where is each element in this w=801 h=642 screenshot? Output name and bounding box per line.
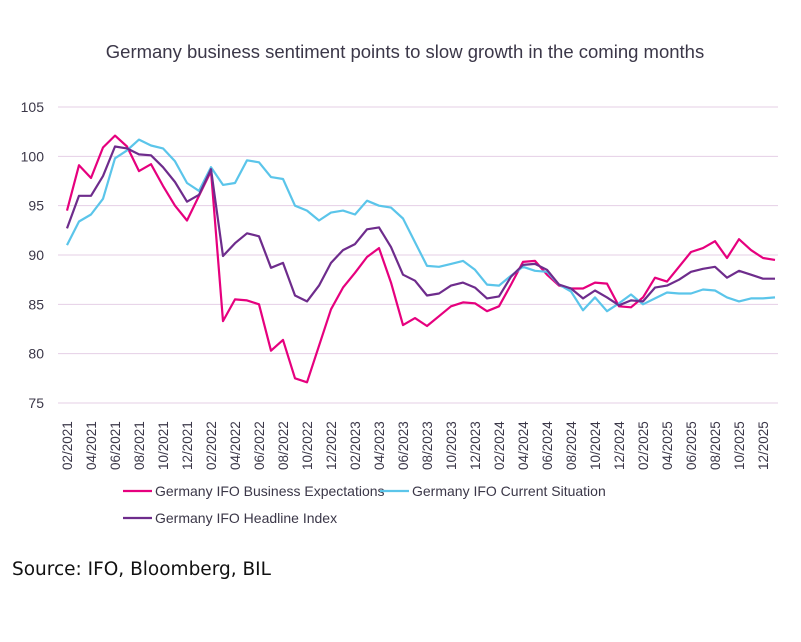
gridlines — [58, 106, 778, 404]
legend-label: Germany IFO Current Situation — [412, 483, 606, 499]
x-tick-label: 10/2024 — [588, 421, 603, 470]
x-tick-label: 06/2025 — [684, 421, 699, 470]
x-tick-label: 10/2023 — [444, 421, 459, 470]
x-tick-label: 12/2025 — [756, 421, 771, 470]
y-tick-label: 90 — [28, 247, 44, 263]
x-tick-label: 08/2021 — [132, 421, 147, 470]
series-line-1 — [65, 134, 776, 384]
x-tick-label: 02/2023 — [348, 421, 363, 470]
x-tick-label: 08/2023 — [420, 421, 435, 470]
legend-item: Germany IFO Headline Index — [123, 510, 337, 526]
x-tick-label: 02/2022 — [204, 421, 219, 470]
y-tick-label: 80 — [28, 346, 44, 362]
legend: Germany IFO Business Expectations Germany… — [123, 483, 606, 526]
x-tick-label: 04/2025 — [660, 421, 675, 470]
x-tick-label: 02/2024 — [492, 421, 507, 470]
legend-item: Germany IFO Current Situation — [380, 483, 606, 499]
legend-item: Germany IFO Business Expectations — [123, 483, 385, 499]
x-axis-ticks: 02/2021 04/2021 06/2021 08/2021 10/2021 12/20… — [60, 421, 771, 470]
x-tick-label: 12/2021 — [180, 421, 195, 470]
x-tick-label: 04/2024 — [516, 421, 531, 470]
y-tick-label: 100 — [21, 148, 45, 164]
x-tick-label: 12/2024 — [612, 421, 627, 470]
y-tick-label: 75 — [28, 395, 44, 411]
x-tick-label: 02/2025 — [636, 421, 651, 470]
source-note: Source: IFO, Bloomberg, BIL — [12, 559, 271, 580]
x-tick-label: 08/2024 — [564, 421, 579, 470]
y-axis-ticks: 75 80 85 90 95 100 105 — [21, 99, 45, 411]
x-tick-label: 12/2023 — [468, 421, 483, 470]
x-tick-label: 04/2022 — [228, 421, 243, 470]
legend-label: Germany IFO Business Expectations — [155, 483, 385, 499]
y-tick-label: 105 — [21, 99, 45, 115]
x-tick-label: 02/2021 — [60, 421, 75, 470]
x-tick-label: 04/2023 — [372, 421, 387, 470]
chart-title: Germany business sentiment points to slo… — [105, 41, 705, 62]
series-lines — [65, 134, 776, 384]
x-tick-label: 06/2022 — [252, 421, 267, 470]
series-line-2 — [66, 138, 776, 313]
x-tick-label: 10/2021 — [156, 421, 171, 470]
x-tick-label: 06/2021 — [108, 421, 123, 470]
x-tick-label: 06/2024 — [540, 421, 555, 470]
x-tick-label: 10/2022 — [300, 421, 315, 470]
x-tick-label: 08/2022 — [276, 421, 291, 470]
x-tick-label: 06/2023 — [396, 421, 411, 470]
y-tick-label: 95 — [28, 198, 44, 214]
x-tick-label: 04/2021 — [84, 421, 99, 470]
series-line-3 — [65, 145, 775, 307]
y-tick-label: 85 — [28, 296, 44, 312]
legend-label: Germany IFO Headline Index — [155, 510, 337, 526]
x-tick-label: 10/2025 — [732, 421, 747, 470]
x-tick-label: 08/2025 — [708, 421, 723, 470]
x-tick-label: 12/2022 — [324, 421, 339, 470]
